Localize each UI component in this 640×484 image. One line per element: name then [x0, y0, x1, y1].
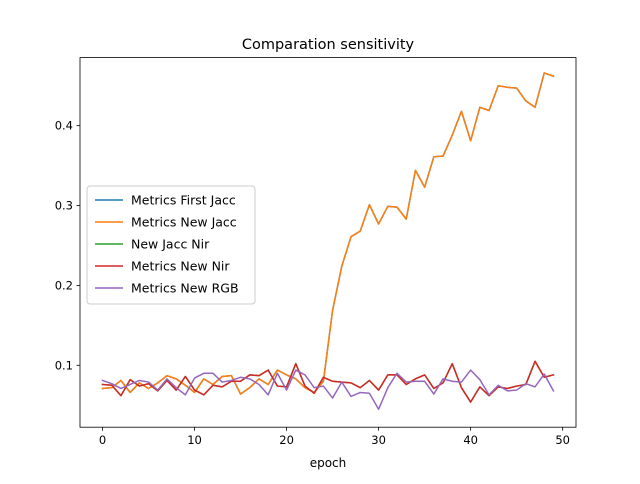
legend-box [86, 185, 256, 305]
x-tick-label: 50 [555, 433, 570, 447]
legend-label-1: Metrics New Jacc [131, 215, 237, 230]
x-tick-label: 0 [99, 433, 106, 447]
series-line-1 [101, 72, 555, 395]
y-tick-label: 0.3 [55, 199, 73, 213]
legend-label-3: Metrics New Nir [131, 259, 230, 274]
chart-title: Comparation sensitivity [242, 37, 415, 53]
legend: Metrics First Jacc Metrics New Jacc New Ja… [86, 185, 256, 305]
legend-label-4: Metrics New RGB [131, 281, 239, 296]
x-tick-label: 40 [463, 433, 478, 447]
x-tick-label: 20 [279, 433, 294, 447]
legend-label-0: Metrics First Jacc [131, 193, 236, 208]
x-axis-label: epoch [310, 456, 347, 470]
y-tick-label: 0.1 [55, 358, 73, 372]
series-line-4 [101, 369, 555, 410]
x-tick-label: 10 [187, 433, 202, 447]
axes-frame [79, 57, 577, 428]
y-tick-label: 0.4 [55, 119, 73, 133]
series-line-3 [101, 360, 555, 403]
x-tick-label: 30 [371, 433, 386, 447]
legend-label-2: New Jacc Nir [131, 237, 210, 252]
plot-area: 0 10 20 30 40 50 0.1 0.2 0.3 0.4 [55, 57, 577, 447]
y-tick-label: 0.2 [55, 278, 73, 292]
